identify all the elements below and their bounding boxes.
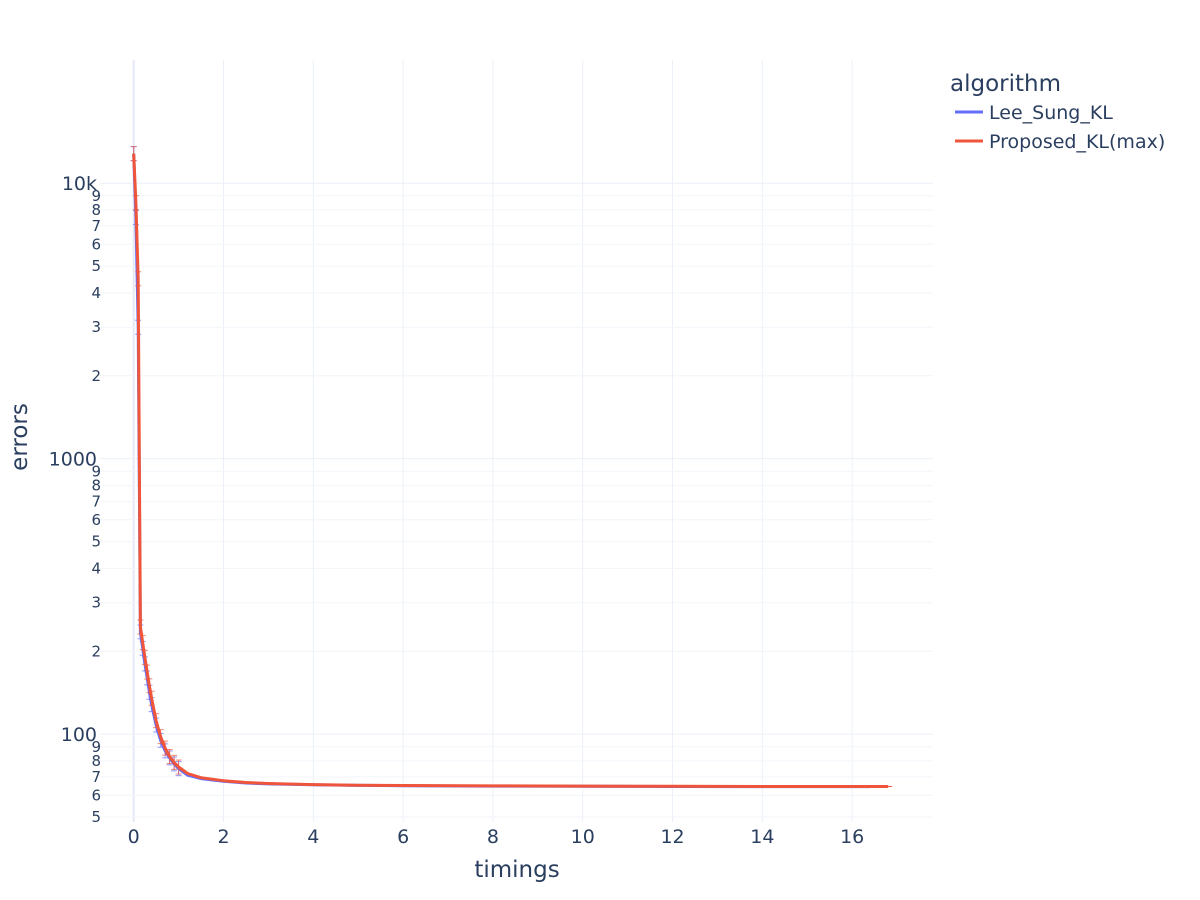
legend: algorithm Lee_Sung_KL Proposed_KL(max) <box>950 71 1165 153</box>
y-minor-tick-label: 8 <box>91 476 101 494</box>
legend-item-proposed-kl-max[interactable]: Proposed_KL(max) <box>955 131 1165 153</box>
y-minor-tick-label: 9 <box>91 462 101 480</box>
error-bar <box>157 729 164 745</box>
x-tick-label: 0 <box>128 826 140 848</box>
y-minor-tick-label: 9 <box>91 187 101 205</box>
y-minor-tick-label: 6 <box>91 235 101 253</box>
x-axis-title: timings <box>474 857 559 883</box>
y-axis-title: errors <box>7 403 33 471</box>
x-tick-label: 10 <box>571 826 595 848</box>
error-bar <box>153 713 160 729</box>
series-line <box>132 153 871 789</box>
y-major-tick-label: 10k <box>62 173 97 195</box>
error-bar <box>137 619 144 635</box>
legend-label-proposed-kl-max: Proposed_KL(max) <box>989 131 1165 153</box>
y-minor-tick-label: 5 <box>91 533 101 551</box>
y-major-tick-label: 100 <box>61 724 97 746</box>
x-tick-label: 8 <box>487 826 499 848</box>
y-minor-tick-label: 4 <box>91 284 101 302</box>
grid <box>100 60 933 822</box>
y-minor-tick-label: 7 <box>91 492 101 510</box>
y-minor-tick-label: 5 <box>91 257 101 275</box>
x-axis-ticks: 0 2 4 6 8 10 12 14 16 <box>128 826 865 848</box>
legend-label-lee-sung-kl: Lee_Sung_KL <box>989 102 1113 124</box>
error-bar <box>162 740 169 756</box>
y-minor-tick-label: 6 <box>91 511 101 529</box>
y-minor-tick-label: 2 <box>91 642 101 660</box>
y-minor-tick-label: 4 <box>91 559 101 577</box>
error-bar <box>171 754 178 770</box>
x-tick-label: 4 <box>307 826 319 848</box>
y-minor-tick-label: 7 <box>91 217 101 235</box>
series-line <box>132 153 889 788</box>
error-bar <box>166 749 173 764</box>
y-minor-tick-label: 9 <box>91 738 101 756</box>
y-major-tick-label: 1000 <box>49 449 97 471</box>
error-bar <box>141 649 148 665</box>
error-bar <box>135 271 142 287</box>
legend-item-lee-sung-kl[interactable]: Lee_Sung_KL <box>955 102 1113 124</box>
y-minor-tick-label: 3 <box>91 594 101 612</box>
x-tick-label: 2 <box>217 826 229 848</box>
error-bar <box>130 146 137 162</box>
error-bar <box>132 195 139 211</box>
y-minor-tick-label: 2 <box>91 367 101 385</box>
x-tick-label: 12 <box>660 826 684 848</box>
error-bar <box>175 759 182 775</box>
x-tick-label: 6 <box>397 826 409 848</box>
y-minor-tick-label: 6 <box>91 786 101 804</box>
y-minor-tick-label: 5 <box>91 808 101 826</box>
y-minor-tick-label: 3 <box>91 318 101 336</box>
legend-title: algorithm <box>950 71 1061 97</box>
x-tick-label: 16 <box>840 826 864 848</box>
y-minor-tick-label: 8 <box>91 752 101 770</box>
error-bar <box>148 690 155 706</box>
series-lines <box>130 146 893 789</box>
y-minor-tick-label: 7 <box>91 768 101 786</box>
x-tick-label: 14 <box>750 826 774 848</box>
y-minor-tick-label: 8 <box>91 201 101 219</box>
series-1 <box>130 146 893 788</box>
error-bar <box>139 635 146 651</box>
